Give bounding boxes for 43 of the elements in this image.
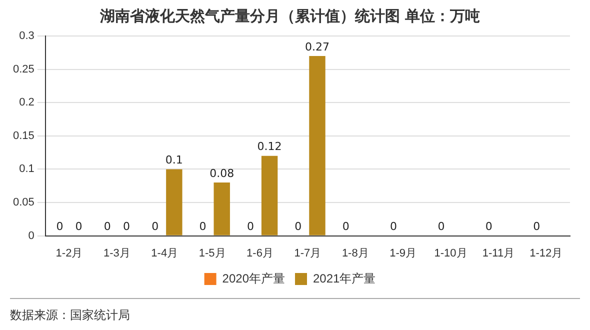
data-label: 0.12 <box>257 140 282 154</box>
x-tick-label: 1-6月 <box>246 247 274 260</box>
data-label: 0.27 <box>304 40 330 54</box>
x-tick-label: 1-4月 <box>151 247 178 260</box>
data-label: 0.1 <box>165 154 183 167</box>
data-label: 0 <box>246 220 254 234</box>
y-tick-label: 0 <box>28 230 34 242</box>
x-tick-label: 1-2月 <box>56 247 83 260</box>
source-note: 数据来源：国家统计局 <box>10 307 131 324</box>
x-tick-label: 1-9月 <box>390 247 417 260</box>
data-label: 0.08 <box>210 166 234 180</box>
bar <box>261 156 278 236</box>
data-label: 0 <box>485 220 492 234</box>
x-tick-label: 1-3月 <box>103 247 130 260</box>
bar <box>309 56 326 236</box>
bar <box>214 182 230 236</box>
y-tick-label: 0.05 <box>12 196 34 209</box>
data-label: 0 <box>152 220 159 234</box>
legend-label: 2021年产量 <box>313 271 376 286</box>
y-tick-label: 0.2 <box>19 96 34 109</box>
x-tick-label: 1-11月 <box>482 247 515 260</box>
data-label: 0 <box>390 220 398 234</box>
legend-label: 2020年产量 <box>222 271 286 286</box>
data-label: 0 <box>438 220 445 234</box>
y-tick-label: 0.3 <box>19 30 34 42</box>
x-tick-label: 1-5月 <box>198 247 226 260</box>
x-tick-label: 1-7月 <box>294 247 322 260</box>
x-tick-label: 1-10月 <box>434 247 468 260</box>
data-label: 0 <box>75 220 82 234</box>
bar <box>166 169 182 236</box>
data-label: 0 <box>342 220 350 234</box>
chart-title: 湖南省液化天然气产量分月（累计值）统计图 单位：万吨 <box>98 6 480 25</box>
data-label: 0 <box>533 220 540 234</box>
data-label: 0 <box>122 220 130 234</box>
x-tick-label: 1-12月 <box>530 247 563 260</box>
y-tick-label: 0.25 <box>12 63 34 76</box>
y-tick-label: 0.15 <box>12 130 34 142</box>
x-tick-label: 1-8月 <box>342 247 369 260</box>
data-label: 0 <box>104 220 111 234</box>
data-label: 0 <box>199 220 206 234</box>
data-label: 0 <box>56 220 64 234</box>
data-label: 0 <box>294 220 302 234</box>
y-tick-label: 0.1 <box>19 163 34 176</box>
